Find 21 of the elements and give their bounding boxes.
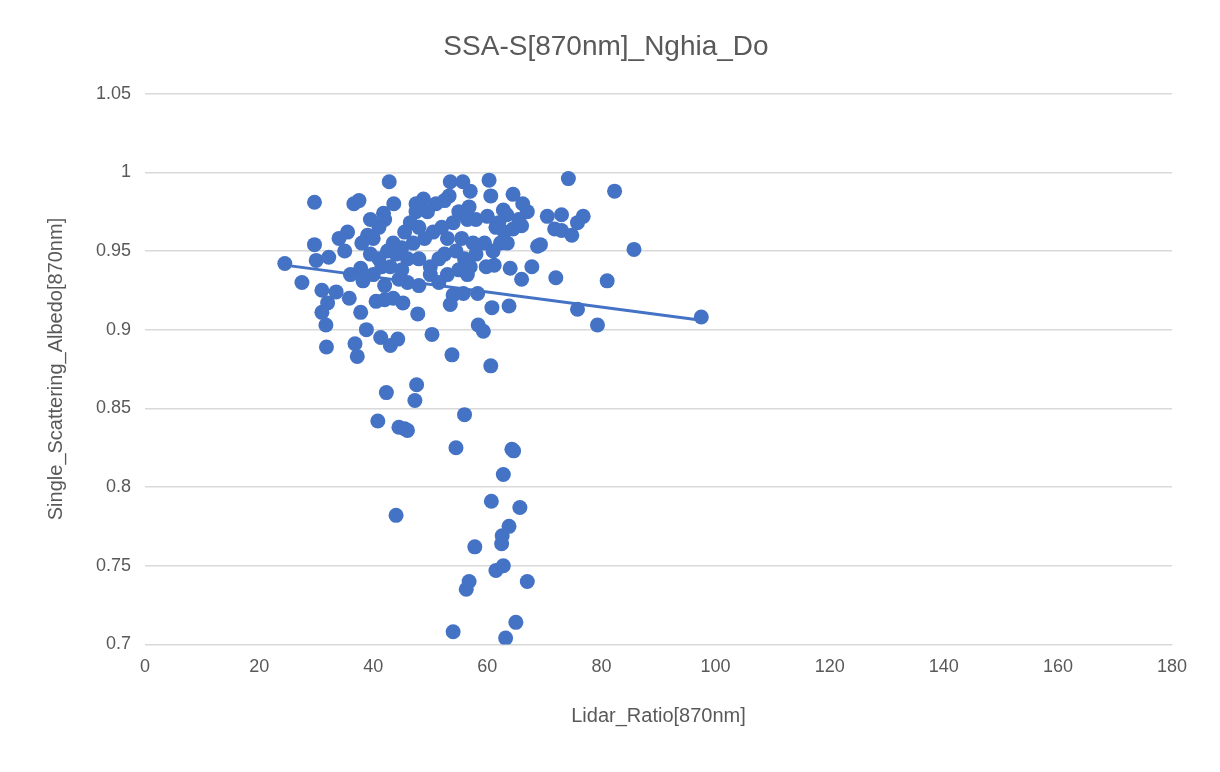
- y-tick-label: 1.05: [95, 82, 132, 103]
- x-tick-label: 60: [477, 656, 498, 677]
- y-axis-title: Single_Scattering_Albedo[870nm]: [43, 217, 67, 521]
- y-tick-label: 1: [121, 161, 132, 182]
- y-tick-label: 0.95: [95, 239, 132, 260]
- x-tick-label: 140: [928, 656, 959, 677]
- y-tick-label: 0.7: [106, 633, 132, 654]
- y-tick-label: 0.85: [95, 397, 132, 418]
- chart-title: SSA-S[870nm]_Nghia_Do: [443, 29, 769, 61]
- x-tick-label: 100: [700, 656, 731, 677]
- x-tick-label: 40: [363, 656, 384, 677]
- x-axis-title: Lidar_Ratio[870nm]: [571, 703, 746, 727]
- y-tick-label: 0.8: [106, 476, 132, 496]
- x-tick-label: 0: [140, 656, 151, 677]
- y-tick-label: 0.75: [95, 554, 132, 575]
- x-tick-label: 160: [1042, 656, 1073, 677]
- x-tick-label: 120: [814, 656, 845, 677]
- x-tick-label: 20: [249, 656, 270, 677]
- x-tick-label: 80: [591, 656, 612, 677]
- y-tick-label: 0.9: [106, 318, 132, 339]
- x-tick-label: 180: [1156, 656, 1188, 677]
